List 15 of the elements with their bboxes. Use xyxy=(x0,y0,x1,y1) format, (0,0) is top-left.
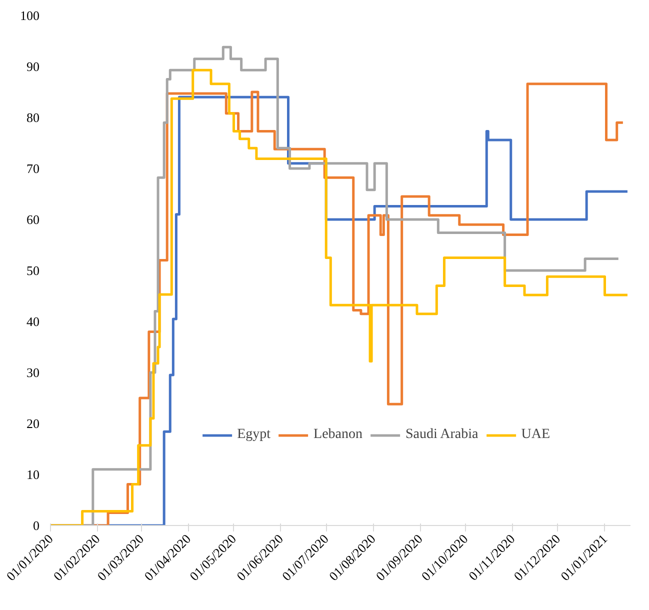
legend-label: Egypt xyxy=(237,427,271,443)
y-tick-label: 20 xyxy=(26,416,40,431)
y-tick-label: 0 xyxy=(33,518,40,533)
legend-label: UAE xyxy=(521,427,550,443)
y-tick-label: 100 xyxy=(20,8,40,23)
y-tick-label: 60 xyxy=(26,212,40,227)
y-tick-label: 90 xyxy=(26,59,40,74)
y-tick-label: 30 xyxy=(26,365,40,380)
y-tick-label: 10 xyxy=(26,467,40,482)
legend-label: Lebanon xyxy=(314,427,362,443)
y-tick-label: 50 xyxy=(26,263,40,278)
legend-label: Saudi Arabia xyxy=(406,427,478,443)
y-tick-label: 40 xyxy=(26,314,40,329)
y-tick-label: 80 xyxy=(26,110,40,125)
y-tick-label: 70 xyxy=(26,161,40,176)
